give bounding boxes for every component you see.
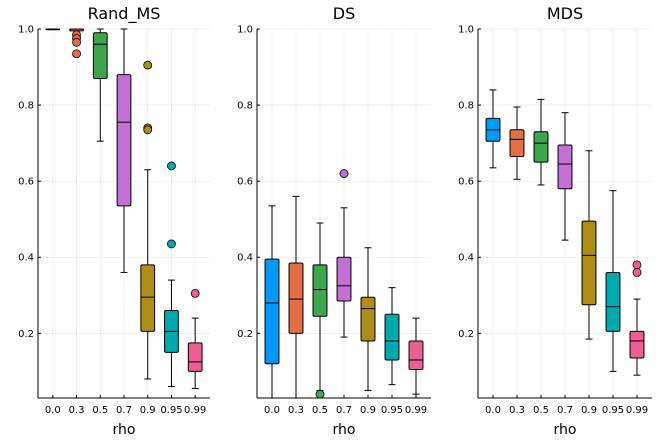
box-body <box>557 144 573 190</box>
box-0.3 <box>288 195 304 399</box>
box-body <box>288 262 304 334</box>
box-body <box>92 32 108 79</box>
y-tick-label: 0.8 <box>458 101 474 112</box>
x-tick-label: 0.0 <box>45 405 61 416</box>
outlier-point <box>143 125 153 135</box>
box-0.99 <box>629 260 645 376</box>
x-tick-label: 0.7 <box>336 405 352 416</box>
x-tick-label: 0.3 <box>509 405 525 416</box>
x-axis-label: rho <box>113 422 136 438</box>
y-tick-label: 0.2 <box>458 329 474 340</box>
box-0.3 <box>509 106 525 180</box>
x-tick-label: 0.99 <box>405 405 427 416</box>
boxes-group <box>45 28 203 389</box>
panel-title: DS <box>333 4 355 23</box>
boxes-group <box>485 89 645 376</box>
x-tick-label: 0.3 <box>69 405 85 416</box>
panel-title: Rand_MS <box>88 4 161 24</box>
y-tick-label: 0.4 <box>237 253 253 264</box>
box-body <box>605 271 621 332</box>
box-body <box>116 74 132 207</box>
outlier-point <box>167 161 176 171</box>
outlier-point <box>632 260 642 270</box>
x-tick-label: 0.3 <box>288 405 304 416</box>
box-body <box>581 220 597 306</box>
y-tick-label: 0.2 <box>18 329 34 340</box>
x-axis-label: rho <box>554 422 577 438</box>
y-tick-label: 1.0 <box>458 25 474 36</box>
x-tick-label: 0.9 <box>360 405 376 416</box>
y-tick-label: 0.8 <box>237 101 253 112</box>
box-0.7 <box>557 112 573 241</box>
x-tick-label: 0.7 <box>116 405 132 416</box>
box-body <box>509 129 525 157</box>
box-body <box>312 264 328 317</box>
box-0.0 <box>264 205 280 399</box>
x-tick-label: 0.9 <box>581 405 597 416</box>
y-tick-label: 1.0 <box>18 25 34 36</box>
box-0.95 <box>384 287 400 386</box>
box-0.95 <box>164 161 179 388</box>
y-tick-label: 0.6 <box>237 177 253 188</box>
x-tick-label: 0.99 <box>626 405 648 416</box>
box-0.5 <box>92 28 108 142</box>
box-0.5 <box>312 222 328 399</box>
x-tick-label: 0.95 <box>602 405 624 416</box>
y-tick-label: 0.4 <box>458 253 474 264</box>
box-0.3 <box>69 28 84 59</box>
x-tick-label: 0.5 <box>312 405 328 416</box>
box-body <box>360 296 376 342</box>
x-tick-label: 0.95 <box>381 405 403 416</box>
x-tick-label: 0.5 <box>533 405 549 416</box>
x-tick-label: 0.5 <box>92 405 108 416</box>
outlier-point <box>72 37 81 47</box>
box-body <box>629 330 645 359</box>
box-0.0 <box>45 28 61 31</box>
panel-rand-ms: 0.2 0.4 0.6 0.8 1.0 0.0 0.3 0.5 0.7 0.9 0.95 0.99 Ra… <box>18 4 210 438</box>
x-tick-label: 0.7 <box>557 405 573 416</box>
outlier-point <box>143 60 153 70</box>
box-0.9 <box>140 60 156 380</box>
y-tick-label: 0.6 <box>458 177 474 188</box>
outlier-point <box>167 239 176 249</box>
x-tick-label: 0.99 <box>184 405 206 416</box>
panel-ds: 0.2 0.4 0.6 0.8 1.0 0.0 0.3 0.5 0.7 0.9 0.95 0.99 DS… <box>237 4 431 438</box>
y-tick-label: 0.4 <box>18 253 34 264</box>
y-tick-label: 1.0 <box>237 25 253 36</box>
box-body <box>408 340 424 370</box>
box-body <box>140 264 156 332</box>
x-axis-label: rho <box>333 422 356 438</box>
box-0.99 <box>187 288 203 389</box>
y-tick-label: 0.6 <box>18 177 34 188</box>
box-body <box>264 258 280 365</box>
x-tick-label: 0.0 <box>264 405 280 416</box>
box-0.0 <box>485 89 501 169</box>
box-body <box>336 256 352 302</box>
outlier-point <box>72 49 81 59</box>
box-body <box>187 342 203 372</box>
box-0.5 <box>533 98 549 186</box>
outlier-point <box>190 288 200 298</box>
box-body <box>533 131 549 163</box>
box-0.95 <box>605 190 621 372</box>
box-0.9 <box>581 150 597 340</box>
box-body <box>384 313 400 361</box>
box-0.99 <box>408 317 424 395</box>
outlier-point <box>339 169 349 178</box>
box-0.7 <box>336 169 352 338</box>
y-tick-label: 0.8 <box>18 101 34 112</box>
panel-mds: 0.2 0.4 0.6 0.8 1.0 0.0 0.3 0.5 0.7 0.9 0.95 0.99 MD… <box>458 4 652 438</box>
box-0.7 <box>116 28 132 273</box>
x-tick-label: 0.95 <box>160 405 182 416</box>
boxes-group <box>264 169 424 399</box>
panel-title: MDS <box>547 4 583 23</box>
box-0.9 <box>360 247 376 391</box>
y-tick-label: 0.2 <box>237 329 253 340</box>
x-tick-label: 0.9 <box>140 405 156 416</box>
x-tick-label: 0.0 <box>485 405 501 416</box>
outlier-point <box>315 389 325 399</box>
outlier-point <box>632 268 642 277</box>
